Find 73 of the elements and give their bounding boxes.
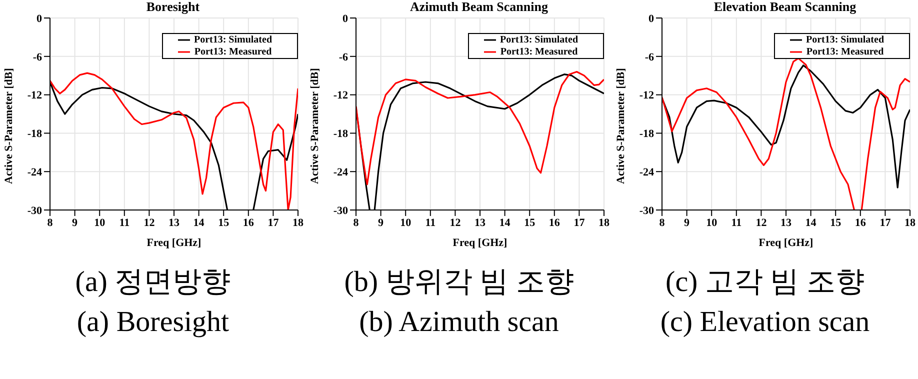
chart-title: Boresight [145, 0, 201, 14]
x-tick-label: 17 [268, 216, 280, 229]
legend-label: Port13: Measured [806, 46, 884, 58]
x-axis-title: Freq [GHz] [146, 237, 202, 249]
x-tick-label: 12 [144, 216, 156, 229]
legend-label: Port13: Simulated [500, 34, 578, 46]
text: (b) Azimuth scan [358, 305, 560, 340]
x-tick-label: 8 [353, 216, 360, 229]
chart-title: Elevation Beam Scanning [712, 0, 858, 14]
y-tick-label: -30 [333, 204, 348, 217]
text: (a) Boresight [76, 305, 230, 340]
legend-label: Port13: Measured [194, 46, 272, 58]
x-tick-label: 11 [731, 216, 742, 229]
x-tick-label: 18 [904, 216, 916, 229]
x-tick-label: 15 [524, 216, 536, 229]
x-tick-label: 8 [659, 216, 666, 229]
x-tick-label: 10 [400, 216, 412, 229]
y-tick-label: -30 [27, 204, 42, 217]
x-tick-label: 14 [805, 216, 817, 229]
x-tick-label: 12 [756, 216, 768, 229]
y-tick-label: -18 [333, 128, 348, 140]
y-tick-label: -12 [333, 90, 348, 102]
y-tick-label: -24 [639, 166, 654, 179]
x-tick-label: 9 [72, 216, 78, 229]
x-tick-label: 9 [378, 216, 384, 229]
y-tick-label: 0 [36, 12, 42, 25]
y-tick-label: -6 [338, 51, 348, 64]
y-tick-label: -12 [639, 90, 654, 102]
y-tick-label: -12 [27, 90, 42, 102]
x-tick-label: 14 [499, 216, 511, 229]
y-tick-label: 0 [648, 12, 654, 25]
text: (a) 정면방향 [74, 265, 232, 300]
y-tick-label: -24 [27, 166, 42, 179]
x-tick-label: 10 [94, 216, 106, 229]
x-tick-label: 17 [880, 216, 892, 229]
y-tick-label: -6 [32, 51, 42, 64]
y-tick-label: -30 [639, 204, 654, 217]
text: (c) 고각 빔 조향 [664, 265, 866, 300]
x-tick-label: 18 [292, 216, 304, 229]
x-axis-title: Freq [GHz] [452, 237, 508, 249]
x-tick-label: 16 [854, 216, 866, 229]
x-axis-title: Freq [GHz] [758, 237, 814, 249]
x-tick-label: 13 [474, 216, 486, 229]
y-axis-title: Active S-Parameter [dB] [308, 68, 321, 184]
x-tick-label: 10 [706, 216, 718, 229]
legend-label: Port13: Measured [500, 46, 578, 58]
x-tick-label: 15 [218, 216, 230, 229]
x-tick-label: 13 [168, 216, 180, 229]
text: (c) Elevation scan [659, 305, 871, 340]
y-tick-label: -18 [639, 128, 654, 140]
x-tick-label: 16 [242, 216, 254, 229]
x-tick-label: 9 [684, 216, 690, 229]
x-tick-label: 16 [548, 216, 560, 229]
y-tick-label: -24 [333, 166, 348, 179]
legend-label: Port13: Simulated [806, 34, 884, 46]
y-tick-label: -6 [644, 51, 654, 64]
x-tick-label: 13 [780, 216, 792, 229]
y-axis-title: Active S-Parameter [dB] [614, 68, 627, 184]
x-tick-label: 8 [47, 216, 54, 229]
y-tick-label: 0 [342, 12, 348, 25]
legend-label: Port13: Simulated [194, 34, 272, 46]
text: (b) 방위각 빔 조향 [343, 265, 575, 300]
line-series [356, 70, 604, 186]
x-tick-label: 12 [450, 216, 462, 229]
x-tick-label: 17 [574, 216, 586, 229]
x-tick-label: 11 [425, 216, 436, 229]
y-tick-label: -18 [27, 128, 42, 140]
chart-title: Azimuth Beam Scanning [409, 0, 549, 14]
y-axis-title: Active S-Parameter [dB] [2, 68, 15, 184]
x-tick-label: 11 [119, 216, 130, 229]
x-tick-label: 15 [830, 216, 842, 229]
x-tick-label: 14 [193, 216, 205, 229]
x-tick-label: 18 [598, 216, 610, 229]
